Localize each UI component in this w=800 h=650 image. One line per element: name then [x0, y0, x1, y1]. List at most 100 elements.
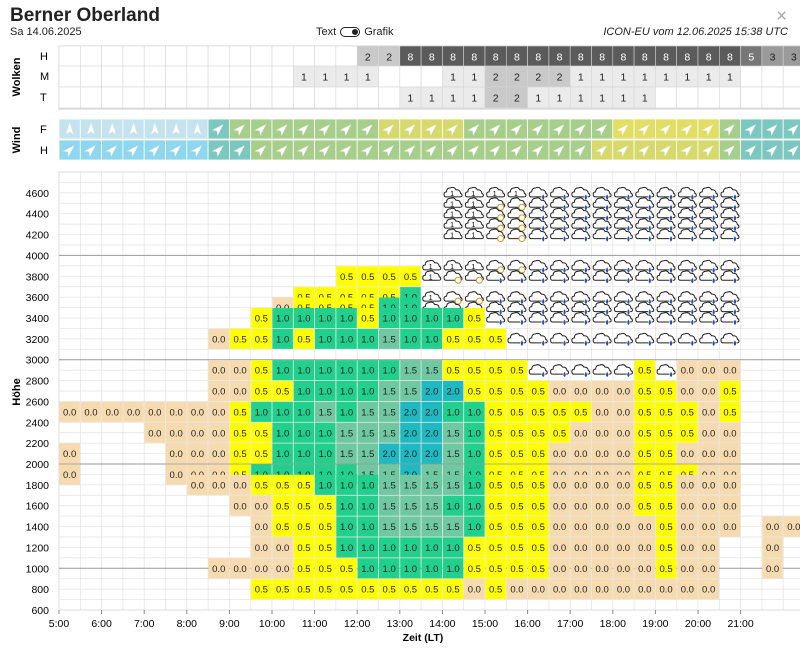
rain-cloud-icon	[528, 270, 548, 285]
cloud-shape	[422, 259, 442, 271]
heatmap-cell-value: 0.0	[617, 407, 630, 418]
heatmap-cell-value: 0.0	[596, 407, 609, 418]
rain-cloud-icon	[571, 312, 591, 326]
heatmap-cell-value: 0.0	[553, 501, 566, 512]
heatmap-cell	[315, 579, 336, 600]
heatmap-cell	[442, 401, 464, 422]
x-tick-label: 13:00	[387, 618, 413, 630]
heatmap-cell	[719, 401, 741, 422]
heatmap-cell	[442, 516, 464, 537]
cloud-cell	[250, 45, 273, 68]
rain-cloud-icon	[656, 207, 676, 222]
heatmap-cell-value: 1.0	[319, 366, 332, 377]
cloud-level-mark: 1	[429, 264, 433, 271]
heatmap-cell	[613, 422, 634, 443]
heatmap-cell	[613, 558, 634, 579]
heatmap-cell	[719, 380, 741, 402]
heatmap-cell	[251, 579, 272, 600]
rain-cloud-icon	[613, 364, 633, 379]
heatmap-cell	[464, 307, 485, 329]
cloud-cell	[186, 65, 209, 88]
heatmap-cell	[464, 328, 485, 349]
heatmap-cell	[315, 443, 336, 464]
heatmap-cell-value: 1.0	[276, 449, 289, 460]
heatmap-cell-value: 0.5	[638, 428, 651, 439]
wind-arrow-icon	[701, 145, 714, 157]
rain-drop	[669, 276, 673, 285]
heatmap-cell	[613, 537, 634, 558]
heatmap-cell-value: 0.0	[212, 428, 225, 439]
cloud-level-mark: 1	[471, 212, 475, 219]
rain-cloud-icon	[550, 270, 570, 285]
wind-arrow-icon	[659, 145, 671, 157]
rain-drop	[605, 276, 609, 285]
cloud-cell	[271, 65, 294, 88]
heatmap-cell-value: 1.0	[297, 387, 310, 398]
cloud-icon: 1	[464, 218, 484, 229]
heatmap-cell	[613, 474, 634, 495]
x-tick-label: 18:00	[600, 618, 626, 630]
wind-arrow-icon	[510, 145, 522, 157]
rain-drop	[733, 235, 737, 243]
heatmap-cell	[336, 266, 357, 287]
heatmap-cell-value: 0.5	[233, 428, 246, 439]
rain-cloud-icon	[528, 218, 548, 233]
heatmap-cell	[378, 328, 400, 349]
heatmap-cell	[272, 360, 293, 381]
heatmap-cell	[442, 443, 464, 464]
heatmap-cell-value: 1.0	[340, 522, 353, 533]
wind-arrow-icon	[84, 145, 96, 157]
heatmap-cell	[528, 380, 549, 402]
rain-cloud-icon	[699, 301, 719, 316]
wind-arrow-icon	[552, 124, 565, 136]
heatmap-cell-value: 1.0	[297, 366, 310, 377]
heatmap-cell-value: 0.0	[681, 387, 694, 398]
heatmap-cell-value: 0.0	[233, 366, 246, 377]
heatmap-cell-value: 1.5	[361, 428, 374, 439]
view-toggle[interactable]: Text Grafik	[316, 26, 394, 38]
heatmap-cell	[123, 401, 144, 422]
close-icon[interactable]: ×	[776, 6, 788, 27]
heatmap-cell	[485, 443, 506, 464]
heatmap-cell-value: 1.0	[383, 564, 396, 575]
cloud-level-mark: 1	[493, 191, 497, 198]
rain-cloud-icon	[571, 332, 591, 347]
heatmap-cell	[634, 443, 655, 464]
heatmap-cell	[357, 579, 379, 600]
heatmap-cell	[293, 360, 315, 381]
wind-arrow-icon	[786, 145, 799, 157]
heatmap-cell-value: 0.0	[553, 564, 566, 575]
heatmap-cell-value: 1.5	[383, 428, 396, 439]
heatmap-cell-value: 0.5	[489, 564, 502, 575]
heatmap-cell-value: 1.0	[297, 314, 310, 325]
cloud-level-mark: 1	[429, 274, 433, 281]
heatmap-cell-value: 1.0	[468, 480, 481, 491]
toggle-switch[interactable]	[340, 27, 361, 37]
cloud-cell	[229, 65, 251, 88]
cloud-cell-value: 5	[748, 52, 754, 64]
heatmap-cell-value: 1.0	[425, 334, 438, 345]
heatmap-cell	[357, 266, 379, 287]
heatmap-cell-value: 0.5	[297, 522, 310, 533]
heatmap-cell	[272, 495, 293, 516]
heatmap-cell	[698, 360, 719, 381]
heatmap-cell-value: 1.5	[446, 522, 459, 533]
heatmap-cell-value: 0.5	[255, 585, 268, 596]
heatmap-cell	[464, 495, 485, 516]
wind-arrow-icon	[169, 145, 181, 157]
cloud-table: H 2 2 8 8 8 8 8 8 8 8 8 8 8 8 8 8 8 8 5 3 3 M 1 1 1 1 1 1 2 2 2 2 1 1 1 1 1 1 1…	[11, 45, 800, 110]
heatmap-cell	[613, 579, 634, 600]
heatmap-cell-value: 0.0	[553, 387, 566, 398]
wind-arrow-icon	[723, 145, 735, 157]
heatmap-cell-value: 0.5	[659, 522, 672, 533]
heatmap-cell-value: 0.0	[723, 522, 736, 533]
cloud-cell	[420, 65, 443, 88]
heatmap-cell	[442, 328, 464, 349]
rain-cloud-icon	[592, 291, 612, 306]
heatmap-cell-value: 0.5	[404, 272, 417, 283]
heatmap-cell	[336, 360, 357, 381]
heatmap-cell-value: 2.0	[446, 387, 459, 398]
heatmap-cell-value: 0.5	[532, 407, 545, 418]
heatmap-cell-value: 1.5	[383, 387, 396, 398]
rain-cloud-icon	[677, 332, 697, 347]
